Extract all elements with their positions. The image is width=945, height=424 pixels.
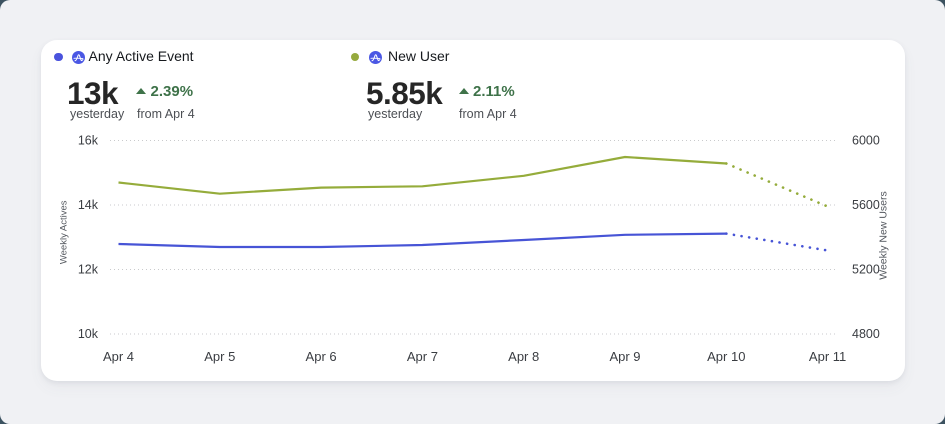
svg-text:12k: 12k: [78, 263, 99, 277]
svg-text:16k: 16k: [78, 134, 99, 148]
svg-text:Apr 10: Apr 10: [707, 349, 745, 364]
svg-text:Apr 9: Apr 9: [609, 349, 640, 364]
svg-text:4800: 4800: [852, 327, 880, 341]
svg-text:Apr 5: Apr 5: [204, 349, 235, 364]
svg-text:Apr 4: Apr 4: [103, 349, 134, 364]
svg-text:5200: 5200: [852, 263, 880, 277]
svg-text:14k: 14k: [78, 198, 99, 212]
svg-text:Apr 6: Apr 6: [306, 349, 337, 364]
svg-text:Apr 7: Apr 7: [407, 349, 438, 364]
svg-text:Weekly New Users: Weekly New Users: [878, 191, 890, 280]
svg-text:Apr 8: Apr 8: [508, 349, 539, 364]
svg-text:Weekly Actives: Weekly Actives: [59, 200, 70, 264]
svg-text:5600: 5600: [852, 198, 880, 212]
svg-text:6000: 6000: [852, 134, 880, 148]
svg-text:10k: 10k: [78, 327, 99, 341]
svg-text:Apr 11: Apr 11: [809, 349, 846, 364]
